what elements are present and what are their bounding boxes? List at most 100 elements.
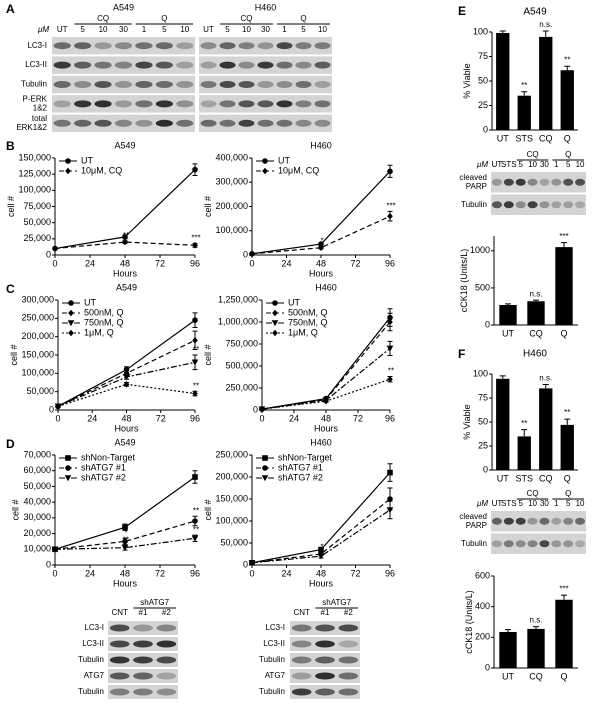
blot-band <box>200 61 217 69</box>
legend-marker <box>271 320 279 327</box>
row-label: LC3-I <box>84 623 104 632</box>
x-tick-label: 48 <box>120 258 130 268</box>
significance: ** <box>193 525 199 534</box>
blot-band <box>74 42 92 50</box>
y-tick-label: 200,000 <box>215 201 248 211</box>
x-tick-label: 96 <box>190 568 200 578</box>
bar <box>517 95 531 130</box>
y-tick-label: 50,000 <box>220 537 248 547</box>
blot-band <box>291 656 312 664</box>
blot-band <box>94 42 112 50</box>
x-tick-label: 24 <box>85 258 95 268</box>
panel-letter: E <box>458 4 466 18</box>
blot-band <box>314 100 331 108</box>
lane-label: 1 <box>142 25 147 34</box>
lane-label: 1 <box>282 25 287 34</box>
legend-label: shNon-Target <box>81 452 136 462</box>
blot-band <box>295 61 312 69</box>
y-tick-label: 0 <box>243 249 248 259</box>
blot-band <box>155 119 173 127</box>
point <box>192 474 198 480</box>
row-label: total <box>32 114 47 123</box>
blot-background <box>52 95 195 113</box>
y-tick-label: 100 <box>473 368 488 378</box>
blot-band <box>114 119 133 127</box>
panel-letter: D <box>6 437 15 451</box>
point <box>122 524 128 531</box>
row-label: Tubulin <box>461 539 487 548</box>
blot-band <box>276 42 293 50</box>
chart-title: H460 <box>310 437 332 447</box>
y-tick-label: 60,000 <box>23 465 51 475</box>
y-tick-label: 200,000 <box>21 331 54 341</box>
x-tick-label: CQ <box>529 671 543 681</box>
legend-label: 500nM, Q <box>84 307 124 317</box>
blot-background <box>52 75 195 94</box>
blot-band <box>74 119 92 127</box>
panel-letter: C <box>6 282 15 296</box>
group-label: Q <box>565 150 571 159</box>
blot-band <box>219 42 236 50</box>
point <box>192 166 198 173</box>
blot-band <box>135 42 153 50</box>
y-tick-label: 100,000 <box>215 515 248 525</box>
lane-label: #2 <box>344 608 353 617</box>
legend-label: shATG7 #2 <box>278 472 323 482</box>
blot-band <box>94 119 112 127</box>
row-label: LC3-II <box>25 60 47 69</box>
chart-title: A549 <box>114 437 135 447</box>
x-tick-label: 0 <box>52 568 57 578</box>
blot-band <box>176 42 194 50</box>
blot-band <box>295 100 312 108</box>
y-tick-label: 0 <box>46 559 51 569</box>
y-axis-label: cell # <box>9 344 19 365</box>
lane-label: #1 <box>321 608 330 617</box>
group-label: shATG7 <box>322 598 351 607</box>
blot-band <box>315 656 335 664</box>
bar <box>496 378 510 470</box>
point <box>387 469 393 476</box>
y-axis-label: % Viable <box>462 404 472 439</box>
y-tick-label: 150,000 <box>215 493 248 503</box>
row-label: LC3-II <box>263 639 285 648</box>
blot-band <box>200 42 217 50</box>
x-tick-label: 24 <box>87 413 97 423</box>
blot-band <box>238 100 255 108</box>
blot-title: A549 <box>113 2 134 12</box>
point <box>192 317 198 323</box>
point <box>192 242 198 249</box>
bar <box>496 32 510 131</box>
x-axis-label: Hours <box>309 268 334 278</box>
blot-band <box>200 119 217 127</box>
group-label: shATG7 <box>140 598 169 607</box>
significance: * <box>124 528 127 537</box>
point <box>55 403 61 410</box>
y-tick-label: 70,000 <box>23 449 51 459</box>
legend-label: shATG7 #1 <box>81 462 126 472</box>
x-tick-label: 96 <box>190 258 200 268</box>
blot-band <box>515 178 526 186</box>
blot-band <box>291 688 312 696</box>
group-label: CQ <box>527 150 539 159</box>
blot-background <box>199 75 332 94</box>
x-tick-label: 0 <box>259 413 264 423</box>
lane-label: 5 <box>225 25 230 34</box>
x-tick-label: 72 <box>156 413 166 423</box>
lane-label: 10 <box>99 25 108 34</box>
point <box>387 375 393 383</box>
x-tick-label: CQ <box>529 328 543 338</box>
group-label: CQ <box>241 14 253 23</box>
lane-label: 5 <box>566 160 571 169</box>
point <box>386 345 394 352</box>
blot-band <box>539 201 550 209</box>
bar <box>555 247 573 325</box>
blot-band <box>156 688 177 696</box>
blot-band <box>133 688 153 696</box>
blot-band <box>53 61 71 69</box>
blot-band <box>276 119 293 127</box>
lane-label: 30 <box>119 25 128 34</box>
y-tick-label: 200,000 <box>215 471 248 481</box>
x-tick-label: STS <box>515 473 533 483</box>
legend-label: 10μM, CQ <box>81 165 122 175</box>
